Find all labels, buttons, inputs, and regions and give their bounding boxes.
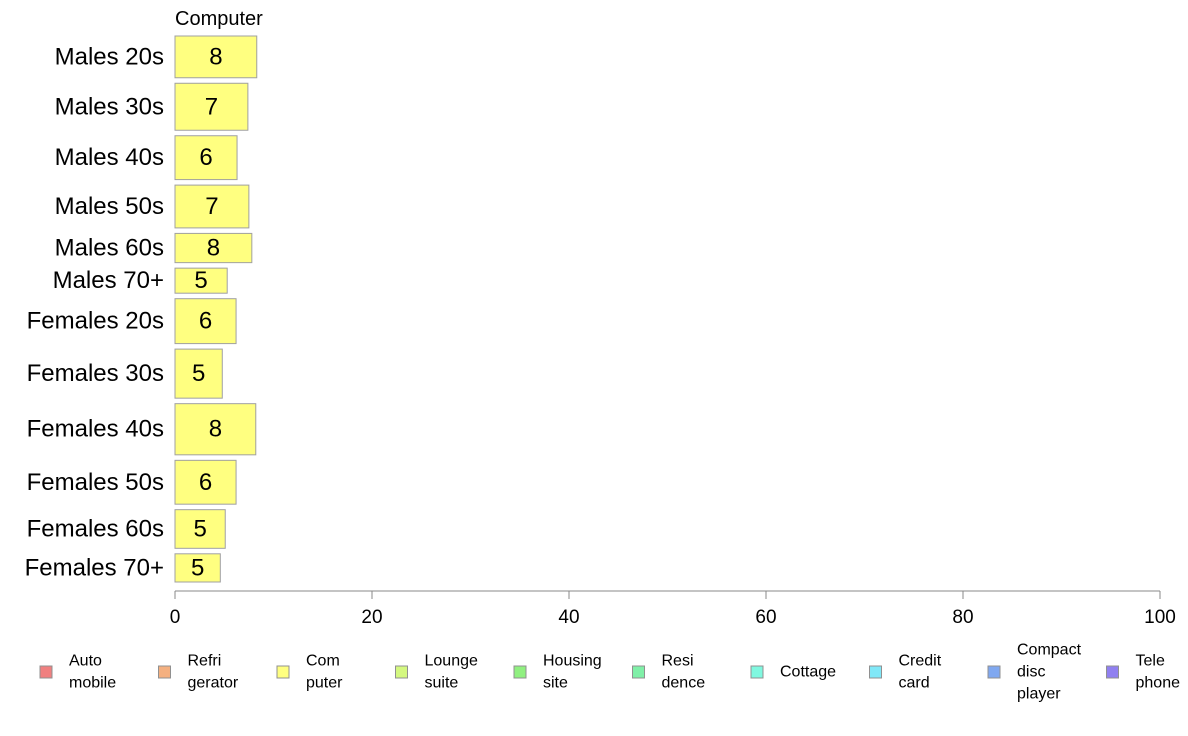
bar [174,553,221,583]
legend-swatch [632,665,645,679]
row-label: Females 70+ [25,554,164,581]
bar-value-label: 8 [207,235,220,262]
row-label: Males 40s [55,144,164,171]
legend-swatch [395,665,408,679]
legend-swatch [1106,665,1119,679]
bar [174,459,237,505]
legend-swatch [276,665,290,679]
x-tick-label: 80 [952,607,973,628]
bar [174,35,258,79]
bar-value-label: 8 [209,416,222,443]
x-axis: 0 20 40 60 80 100 [170,590,1176,628]
bars-group: Males 20s 8 Males 30s 7 Males 40s 6 Males 50s 7… [25,35,258,583]
legend-label: Compact [1017,642,1082,659]
row-label: Females 50s [27,469,164,496]
legend-label: site [543,675,568,692]
legend-swatch [750,665,764,679]
legend-label: Lounge [425,653,478,670]
bar [174,135,238,181]
row-label: Males 70+ [53,267,164,294]
bar-value-label: 5 [192,360,205,387]
bar-value-label: 7 [205,193,218,220]
legend-label: Resi [662,653,694,670]
legend-label: Tele [1136,653,1165,670]
legend-label: Housing [543,653,602,670]
legend-label: puter [306,675,343,692]
legend-label: suite [425,675,459,692]
legend-label: disc [1017,664,1045,681]
row-label: Males 30s [55,93,164,120]
legend-label: dence [662,675,706,692]
bar-value-label: 8 [209,43,222,70]
bar-value-label: 5 [193,515,206,542]
legend-label: gerator [188,675,239,692]
panel-title: Computer [175,8,263,30]
legend-label: Com [306,653,340,670]
bar [174,267,228,294]
row-label: Males 60s [55,235,164,262]
bar-value-label: 6 [199,144,212,171]
x-tick-label: 0 [170,607,181,628]
legend-swatch [869,665,882,679]
row-label: Females 20s [27,308,164,335]
bar-value-label: 7 [205,93,218,120]
bar [174,184,250,229]
legend-swatch [158,665,171,679]
legend-label: player [1017,686,1061,703]
bar-value-label: 5 [191,554,204,581]
bar [174,509,226,549]
legend-label: card [899,675,930,692]
bar-value-label: 6 [199,308,212,335]
legend-label: Cottage [780,664,836,681]
legend-label: Credit [899,653,942,670]
bar-value-label: 5 [194,267,207,294]
bar [174,298,237,345]
row-label: Females 40s [27,416,164,443]
x-tick-label: 60 [755,607,776,628]
row-label: Males 50s [55,193,164,220]
row-label: Females 30s [27,360,164,387]
bar [174,82,249,131]
legend-label: Refri [188,653,222,670]
legend: Auto mobile Refri gerator Com puter Lounge suit… [39,642,1181,703]
bar [174,403,257,456]
legend-label: mobile [69,675,116,692]
bar [174,232,253,264]
row-label: Females 60s [27,515,164,542]
legend-label: Auto [69,653,102,670]
legend-label: phone [1136,675,1181,692]
legend-swatch [513,665,527,679]
legend-swatch [39,665,53,679]
bar-value-label: 6 [199,469,212,496]
bar [174,348,223,399]
x-tick-label: 40 [558,607,579,628]
legend-swatch [987,665,1001,679]
x-tick-label: 100 [1144,607,1176,628]
x-tick-label: 20 [361,607,382,628]
row-label: Males 20s [55,43,164,70]
